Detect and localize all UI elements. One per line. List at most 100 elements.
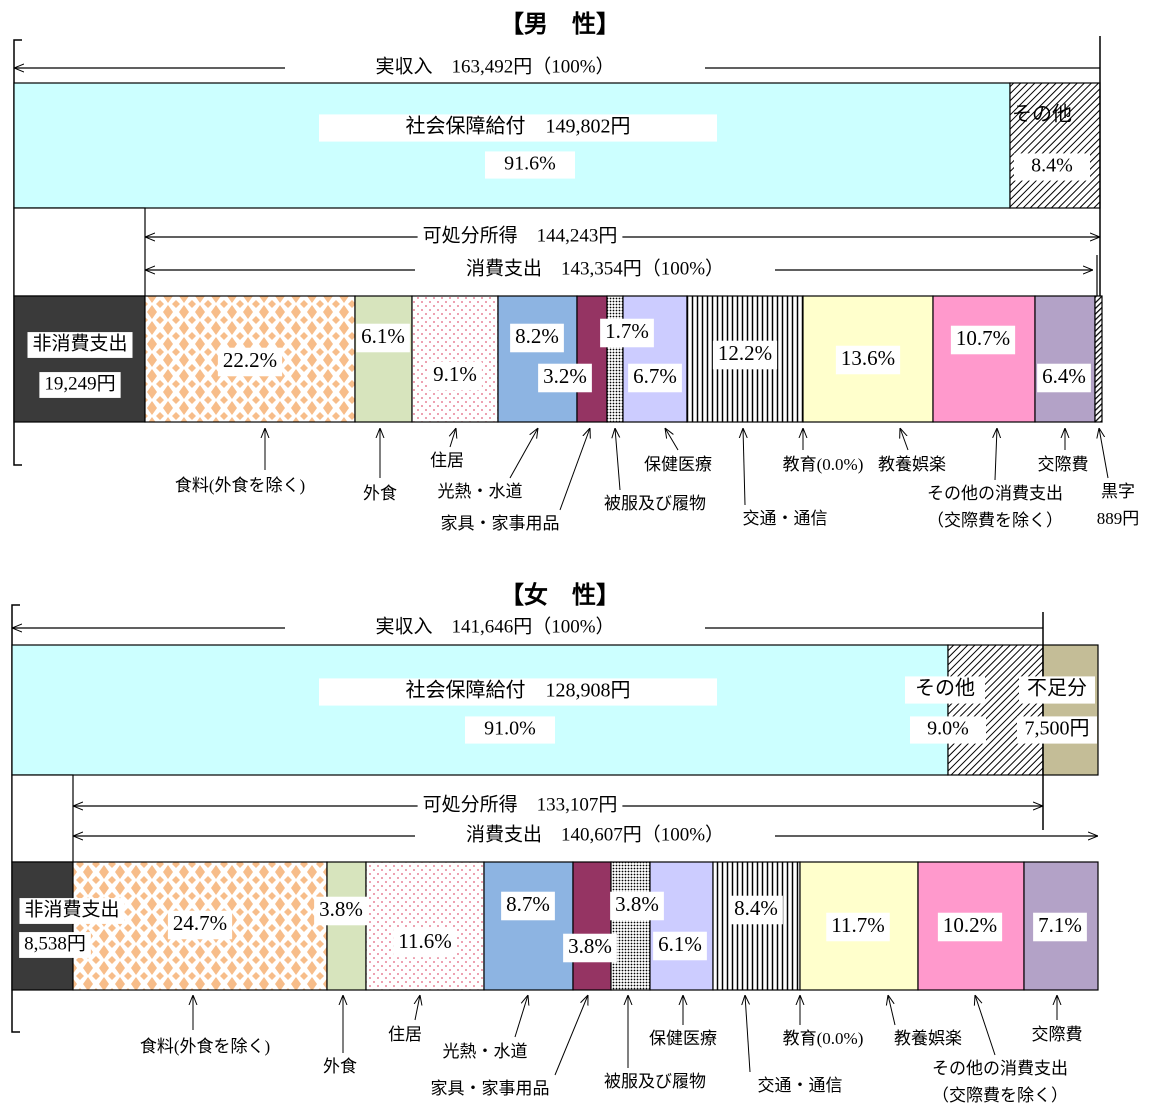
callout-label: 交際費 (1038, 455, 1089, 474)
callout-label: 交際費 (1032, 1025, 1083, 1044)
blank-box (11, 774, 74, 863)
income-bar (1009, 82, 1101, 209)
income-bar (13, 82, 1011, 209)
segment-label: 9.1% (433, 362, 477, 386)
callout-label: その他の消費支出 (927, 484, 1063, 503)
label-background (950, 325, 1016, 355)
consumption-label: 消費支出 140,607円（100%） (466, 823, 724, 845)
callout-arrow (743, 428, 745, 506)
callout-arrow (514, 995, 528, 1038)
callout-label: 保健医療 (649, 1029, 717, 1048)
segment-label: 10.2% (943, 913, 997, 937)
income-bar-label: 不足分 (1027, 677, 1087, 700)
label-background (905, 676, 985, 704)
callout-label: （交際費を除く） (932, 1086, 1068, 1104)
segment-label: 13.6% (841, 346, 895, 370)
expense-segment (622, 295, 688, 423)
segment-label: 非消費支出 (24, 898, 119, 920)
label-background (27, 332, 133, 358)
expense-segment (712, 861, 801, 991)
label-background (314, 896, 368, 926)
callout-label: 住居 (430, 451, 464, 470)
expense-segment (802, 295, 934, 423)
income-bar-label: 7,500円 (1025, 718, 1090, 740)
callout-arrow (450, 428, 456, 448)
expense-segment (497, 295, 578, 423)
label-background (729, 895, 783, 925)
label-background (217, 347, 283, 377)
panel-title: 【男 性】 (500, 10, 620, 38)
label-background (39, 372, 121, 398)
label-background (628, 363, 682, 393)
label-background (1033, 912, 1087, 942)
expense-segment (411, 295, 499, 423)
blank-box (13, 207, 146, 297)
callout-label: 交通・通信 (758, 1076, 843, 1095)
label-background (19, 932, 91, 958)
label-background (319, 678, 717, 706)
label-background (538, 363, 592, 393)
label-background (1037, 363, 1091, 393)
callout-label: （交際費を除く） (927, 511, 1063, 530)
income-label: 実収入 163,492円（100%） (375, 55, 614, 77)
expense-segment (13, 295, 146, 423)
label-background (428, 361, 482, 391)
segment-label: 3.8% (615, 892, 659, 916)
income-label: 実収入 141,646円（100%） (375, 615, 614, 637)
income-bar-label: 91.0% (484, 718, 536, 740)
segment-label: 1.7% (605, 319, 649, 343)
callout-label: 食料(外食を除く) (140, 1037, 270, 1056)
label-background (417, 224, 623, 250)
callout-label: 外食 (323, 1057, 357, 1076)
income-bar (947, 644, 1044, 776)
label-background (167, 910, 233, 940)
segment-label: 24.7% (173, 911, 227, 935)
callout-arrow (509, 428, 538, 479)
expense-segment (365, 861, 485, 991)
callout-label: 光熱・水道 (443, 1042, 528, 1061)
disposable-label: 可処分所得 144,243円 (423, 224, 618, 246)
callout-label: 外食 (363, 484, 397, 503)
expense-segment (606, 295, 624, 423)
callout-label: 被服及び履物 (604, 494, 706, 513)
callout-arrow (888, 995, 896, 1026)
income-bar (1042, 644, 1099, 776)
callout-arrow (995, 428, 997, 481)
label-background (393, 928, 457, 958)
callout-label: 被服及び履物 (604, 1072, 706, 1091)
expense-segment (572, 861, 612, 991)
label-background (356, 323, 410, 353)
label-background (1014, 153, 1090, 181)
label-background (285, 615, 705, 641)
callout-label: 光熱・水道 (438, 482, 523, 501)
callout-arrow (1099, 428, 1109, 479)
callout-label: 家具・家事用品 (441, 514, 560, 533)
label-background (415, 823, 775, 849)
label-background (1017, 716, 1097, 744)
callout-label: 交通・通信 (743, 509, 828, 528)
panel-title: 【女 性】 (500, 581, 620, 609)
label-background (826, 912, 890, 942)
label-background (1019, 676, 1095, 704)
income-bar-label: 8.4% (1031, 155, 1073, 177)
callout-label: 教養娯楽 (878, 455, 946, 474)
segment-label: 8.4% (734, 896, 778, 920)
callout-label: 家具・家事用品 (431, 1079, 550, 1098)
segment-label: 3.8% (319, 897, 363, 921)
label-background (485, 151, 575, 179)
callout-arrow (415, 995, 420, 1021)
label-background (417, 793, 623, 819)
segment-label: 6.7% (633, 364, 677, 388)
callout-label: 教養娯楽 (894, 1029, 962, 1048)
callout-label: その他の消費支出 (932, 1059, 1068, 1078)
income-bar (11, 644, 949, 776)
label-background (600, 318, 654, 348)
segment-label: 11.7% (831, 913, 884, 937)
segment-label: 3.2% (543, 364, 587, 388)
expense-segment (11, 861, 74, 991)
label-background (910, 716, 986, 744)
segment-label: 8.7% (506, 892, 550, 916)
segment-label: 12.2% (718, 341, 772, 365)
callout-label: 889円 (1097, 509, 1140, 528)
